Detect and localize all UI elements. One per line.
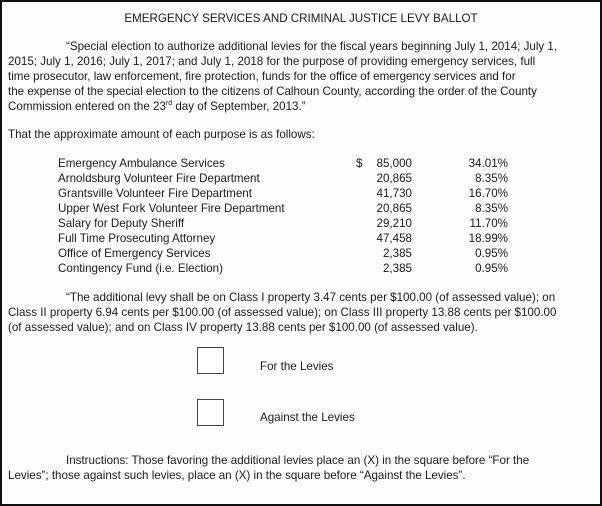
purpose-name: Emergency Ambulance Services xyxy=(58,157,225,170)
against-levies-checkbox[interactable] xyxy=(197,399,224,426)
levy-line: (of assessed value); and on Class IV pro… xyxy=(8,321,478,334)
intro-line: time prosecutor, law enforcement, fire p… xyxy=(8,70,516,83)
for-levies-label: For the Levies xyxy=(260,360,334,373)
purpose-percent: 16.70% xyxy=(468,187,508,200)
intro-line: 2015; July 1, 2016; July 1, 2017; and Ju… xyxy=(8,55,536,68)
purpose-amount: 20,865 xyxy=(376,202,412,215)
levy-line: “The additional levy shall be on Class I… xyxy=(66,291,556,304)
purpose-row: Contingency Fund (i.e. Election) 2,385 0.9… xyxy=(58,261,518,276)
intro-line: Commission entered on the 23rd day of Se… xyxy=(8,99,557,114)
purpose-name: Contingency Fund (i.e. Election) xyxy=(58,262,223,275)
purpose-amount: 29,210 xyxy=(376,217,412,230)
currency-symbol: $ xyxy=(356,157,363,170)
purpose-row: Arnoldsburg Volunteer Fire Department 20,… xyxy=(58,171,518,186)
levy-paragraph: “The additional levy shall be on Class I… xyxy=(8,290,556,335)
intro-text: Commission entered on the 23 xyxy=(8,100,166,113)
for-levies-checkbox[interactable] xyxy=(197,347,224,374)
purpose-amount: 85,000 xyxy=(376,157,412,170)
purpose-name: Full Time Prosecuting Attorney xyxy=(58,232,216,245)
purpose-percent: 18.99% xyxy=(468,232,508,245)
instructions-line: Instructions: Those favoring the additio… xyxy=(66,454,530,467)
purpose-percent: 0.95% xyxy=(475,247,508,260)
ballot-title: EMERGENCY SERVICES AND CRIMINAL JUSTICE … xyxy=(124,12,478,25)
purpose-name: Upper West Fork Volunteer Fire Departmen… xyxy=(58,202,285,215)
purpose-row: Grantsville Volunteer Fire Department 41,… xyxy=(58,186,518,201)
purpose-name: Arnoldsburg Volunteer Fire Department xyxy=(58,172,260,185)
purpose-percent: 8.35% xyxy=(475,202,508,215)
instructions-line: Levies”; those against such levies, plac… xyxy=(8,469,466,482)
purpose-name: Grantsville Volunteer Fire Department xyxy=(58,187,252,200)
purpose-percent: 0.95% xyxy=(475,262,508,275)
purpose-amount: 2,385 xyxy=(382,262,412,275)
purpose-row: Emergency Ambulance Services $85,000 34.01… xyxy=(58,156,518,171)
purpose-percent: 11.70% xyxy=(469,217,508,230)
purpose-name: Office of Emergency Services xyxy=(58,247,211,260)
purpose-name: Salary for Deputy Sheriff xyxy=(58,217,185,230)
intro-line: “Special election to authorize additiona… xyxy=(66,40,558,53)
purpose-row: Full Time Prosecuting Attorney 47,458 18.9… xyxy=(58,231,518,246)
purpose-amount: 47,458 xyxy=(376,232,412,245)
purpose-percent: 34.01% xyxy=(468,157,508,170)
purpose-amount: 20,865 xyxy=(376,172,412,185)
intro-text: day of September, 2013.” xyxy=(172,100,306,113)
intro-paragraph: “Special election to authorize additiona… xyxy=(8,39,557,114)
purpose-percent: 8.35% xyxy=(475,172,508,185)
purpose-amount: 41,730 xyxy=(376,187,412,200)
ordinal-suffix: rd xyxy=(165,100,173,108)
purpose-amount: 2,385 xyxy=(382,247,412,260)
purpose-row: Upper West Fork Volunteer Fire Departmen… xyxy=(58,201,518,216)
levy-line: Class II property 6.94 cents per $100.00… xyxy=(8,306,557,319)
purpose-row: Salary for Deputy Sheriff 29,210 11.70% xyxy=(58,216,518,231)
purpose-row: Office of Emergency Services 2,385 0.95% xyxy=(58,246,518,261)
against-levies-label: Against the Levies xyxy=(260,411,355,424)
intro-line: the expense of the special election to t… xyxy=(8,85,537,98)
purpose-heading: That the approximate amount of each purp… xyxy=(8,128,315,141)
instructions: Instructions: Those favoring the additio… xyxy=(8,453,529,483)
